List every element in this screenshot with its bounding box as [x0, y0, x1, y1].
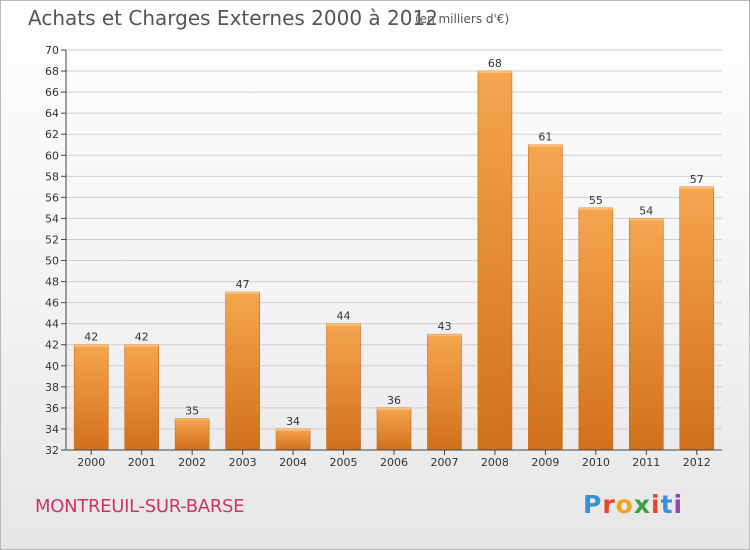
- x-tick-label-2011: 2011: [632, 456, 660, 469]
- x-tick-label-2003: 2003: [229, 456, 257, 469]
- x-tick-label-2007: 2007: [430, 456, 458, 469]
- value-label-2004: 34: [286, 415, 300, 428]
- x-tick-label-2010: 2010: [582, 456, 610, 469]
- bar-2001: [124, 344, 159, 451]
- bar-highlight: [377, 407, 411, 410]
- y-tick-label: 54: [45, 212, 59, 225]
- chart-unit: (en milliers d'€): [415, 12, 510, 26]
- bar-highlight: [175, 418, 210, 421]
- logo-letter: i: [673, 490, 684, 519]
- bar-2011: [629, 218, 664, 451]
- value-label-2001: 42: [135, 331, 149, 344]
- bar-2006: [376, 407, 412, 451]
- y-tick-label: 68: [45, 65, 59, 78]
- logo-letter: i: [651, 490, 661, 519]
- y-tick-label: 44: [45, 318, 59, 331]
- logo-letter: x: [633, 490, 651, 519]
- x-tick-label-2008: 2008: [481, 456, 509, 469]
- y-tick-label: 60: [45, 149, 59, 162]
- value-label-2003: 47: [236, 278, 250, 291]
- logo-letter: o: [615, 490, 634, 519]
- logo-letter: t: [660, 490, 674, 519]
- y-tick-label: 38: [45, 381, 59, 394]
- y-tick-label: 42: [45, 339, 59, 352]
- value-label-2008: 68: [488, 57, 502, 70]
- bar-highlight: [629, 218, 664, 221]
- bar-highlight: [276, 428, 311, 431]
- y-tick-label: 50: [45, 255, 59, 268]
- value-label-2012: 57: [690, 173, 704, 186]
- x-tick-label-2000: 2000: [77, 456, 105, 469]
- bar-highlight: [124, 344, 159, 347]
- x-tick-label-2009: 2009: [531, 456, 559, 469]
- y-tick-label: 34: [45, 423, 59, 436]
- y-tick-label: 36: [45, 402, 59, 415]
- bar-highlight: [74, 344, 109, 347]
- proxiti-logo: Proxiti: [583, 490, 683, 519]
- bar-2005: [326, 323, 361, 451]
- x-tick-label-2006: 2006: [380, 456, 408, 469]
- x-tick-label-2004: 2004: [279, 456, 307, 469]
- bar-highlight: [477, 71, 512, 74]
- logo-letter: P: [583, 490, 603, 519]
- value-label-2005: 44: [337, 310, 351, 323]
- y-tick-label: 62: [45, 128, 59, 141]
- bar-2000: [73, 344, 109, 451]
- bar-2007: [427, 333, 462, 451]
- y-tick-label: 40: [45, 360, 59, 373]
- value-label-2007: 43: [437, 320, 451, 333]
- y-tick-label: 46: [45, 297, 59, 310]
- bar-highlight: [679, 186, 714, 189]
- chart-title: Achats et Charges Externes 2000 à 2012: [28, 6, 438, 30]
- y-tick-label: 52: [45, 233, 59, 246]
- y-tick-label: 56: [45, 191, 59, 204]
- bar-highlight: [528, 144, 563, 147]
- bar-highlight: [578, 207, 613, 210]
- bar-2009: [528, 144, 563, 451]
- y-tick-label: 48: [45, 276, 59, 289]
- bar-highlight: [326, 323, 361, 326]
- bar-2002: [174, 418, 210, 451]
- logo-letter: r: [602, 490, 616, 519]
- x-tick-label-2012: 2012: [683, 456, 711, 469]
- y-tick-label: 70: [45, 44, 59, 57]
- x-tick-label-2001: 2001: [128, 456, 156, 469]
- value-label-2002: 35: [185, 404, 199, 417]
- bar-highlight: [427, 334, 462, 337]
- x-tick-label-2005: 2005: [330, 456, 358, 469]
- value-label-2011: 54: [639, 204, 653, 217]
- bar-2003: [225, 291, 260, 451]
- y-tick-label: 64: [45, 107, 59, 120]
- value-label-2009: 61: [538, 131, 552, 144]
- y-tick-label: 58: [45, 170, 59, 183]
- value-label-2000: 42: [84, 331, 98, 344]
- bar-highlight: [225, 292, 260, 295]
- commune-name: MONTREUIL-SUR-BARSE: [35, 496, 245, 517]
- bar-2012: [679, 186, 715, 451]
- x-tick-label-2002: 2002: [178, 456, 206, 469]
- y-tick-label: 32: [45, 444, 59, 457]
- bar-2010: [578, 207, 614, 451]
- value-label-2006: 36: [387, 394, 401, 407]
- bar-2004: [275, 428, 311, 451]
- value-label-2010: 55: [589, 194, 603, 207]
- bar-2008: [477, 70, 513, 451]
- y-tick-label: 66: [45, 86, 59, 99]
